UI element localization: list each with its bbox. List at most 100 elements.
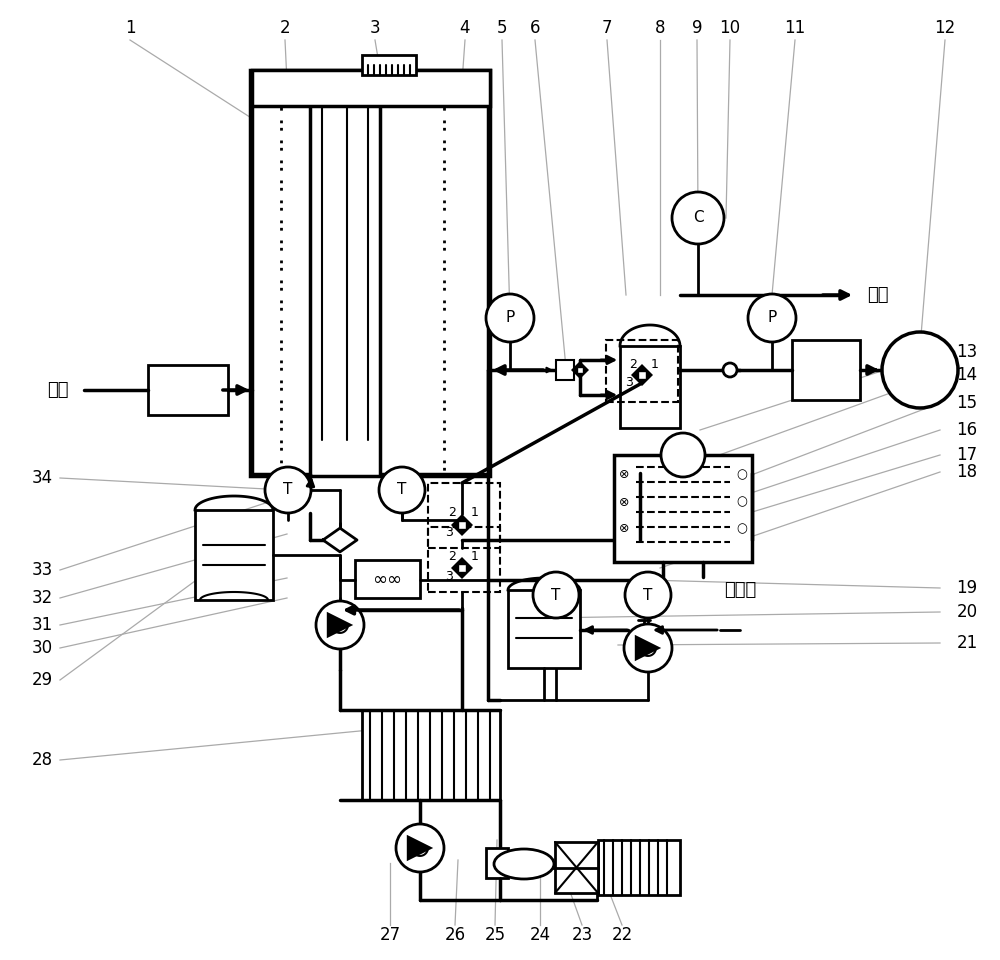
Text: 30: 30 <box>31 639 53 657</box>
Bar <box>428 527 500 592</box>
Text: 1: 1 <box>125 19 135 37</box>
Bar <box>250 70 490 476</box>
Text: 7: 7 <box>602 19 612 37</box>
Bar <box>577 367 583 373</box>
Text: 3: 3 <box>445 569 453 583</box>
Text: 29: 29 <box>31 671 53 689</box>
Text: T: T <box>397 483 407 497</box>
Bar <box>614 455 752 562</box>
Bar <box>598 840 680 895</box>
Text: 2: 2 <box>280 19 290 37</box>
Text: 23: 23 <box>571 926 593 944</box>
Bar <box>362 710 500 800</box>
Polygon shape <box>571 361 589 379</box>
Text: 8: 8 <box>655 19 665 37</box>
Text: ∞∞: ∞∞ <box>372 571 402 589</box>
Text: 3: 3 <box>625 376 633 390</box>
Text: 1: 1 <box>471 507 479 519</box>
Circle shape <box>625 572 671 618</box>
Bar <box>195 510 273 600</box>
Text: 16: 16 <box>956 421 978 439</box>
Bar <box>606 340 678 402</box>
Polygon shape <box>327 612 353 638</box>
Circle shape <box>316 601 364 649</box>
Bar <box>362 55 416 75</box>
Circle shape <box>265 467 311 513</box>
Text: 4: 4 <box>460 19 470 37</box>
Text: T: T <box>551 588 561 603</box>
Text: 31: 31 <box>31 616 53 634</box>
Circle shape <box>748 294 796 342</box>
Text: 14: 14 <box>956 366 978 384</box>
Text: 大气: 大气 <box>867 286 889 304</box>
Circle shape <box>882 332 958 408</box>
Text: ○: ○ <box>737 495 747 509</box>
Text: 3: 3 <box>370 19 380 37</box>
Bar <box>148 365 228 415</box>
Text: ○: ○ <box>737 522 747 536</box>
Text: 大气: 大气 <box>47 381 69 399</box>
Text: 25: 25 <box>484 926 506 944</box>
Polygon shape <box>323 528 357 552</box>
Text: 17: 17 <box>956 446 978 464</box>
Text: 28: 28 <box>31 751 53 769</box>
Text: 2: 2 <box>448 507 456 519</box>
Circle shape <box>624 624 672 672</box>
Text: 18: 18 <box>956 463 978 481</box>
Ellipse shape <box>494 849 554 879</box>
Circle shape <box>486 294 534 342</box>
Text: 10: 10 <box>719 19 741 37</box>
Text: 19: 19 <box>956 579 978 597</box>
Circle shape <box>661 433 705 477</box>
Bar <box>508 590 580 668</box>
Text: 11: 11 <box>784 19 806 37</box>
Text: ⊗: ⊗ <box>619 468 629 482</box>
Circle shape <box>379 467 425 513</box>
Text: 20: 20 <box>956 603 978 621</box>
Bar <box>252 70 490 106</box>
Text: 5: 5 <box>497 19 507 37</box>
Text: 12: 12 <box>934 19 956 37</box>
Polygon shape <box>451 514 473 536</box>
Text: 27: 27 <box>379 926 401 944</box>
Bar <box>380 88 488 474</box>
Text: T: T <box>283 483 293 497</box>
Text: P: P <box>767 310 777 325</box>
Text: 9: 9 <box>692 19 702 37</box>
Text: 3: 3 <box>445 526 453 540</box>
Text: 26: 26 <box>444 926 466 944</box>
Text: 1: 1 <box>471 549 479 563</box>
Text: ⊗: ⊗ <box>619 522 629 536</box>
Polygon shape <box>451 557 473 579</box>
Text: 34: 34 <box>31 469 53 487</box>
Bar <box>792 340 860 400</box>
Bar <box>555 842 598 893</box>
Bar <box>458 564 466 572</box>
Text: 24: 24 <box>529 926 551 944</box>
Circle shape <box>672 192 724 244</box>
Text: ⊗: ⊗ <box>619 495 629 509</box>
Bar <box>638 371 646 379</box>
Text: 32: 32 <box>31 589 53 607</box>
Polygon shape <box>635 635 661 661</box>
Polygon shape <box>407 835 433 861</box>
Text: 6: 6 <box>530 19 540 37</box>
Polygon shape <box>631 364 653 386</box>
Text: ○: ○ <box>737 468 747 482</box>
Bar <box>556 360 574 380</box>
Text: P: P <box>505 310 515 325</box>
Bar <box>252 88 310 474</box>
Text: 22: 22 <box>611 926 633 944</box>
Bar <box>458 521 466 529</box>
Text: 2: 2 <box>448 549 456 563</box>
Circle shape <box>396 824 444 872</box>
Circle shape <box>723 363 737 377</box>
Bar <box>620 346 680 428</box>
Bar <box>428 483 500 548</box>
Text: 21: 21 <box>956 634 978 652</box>
Text: T: T <box>643 588 653 603</box>
Text: 自来水: 自来水 <box>724 581 756 599</box>
Bar <box>355 560 420 598</box>
Text: 1: 1 <box>651 358 659 372</box>
Text: 15: 15 <box>956 394 978 412</box>
